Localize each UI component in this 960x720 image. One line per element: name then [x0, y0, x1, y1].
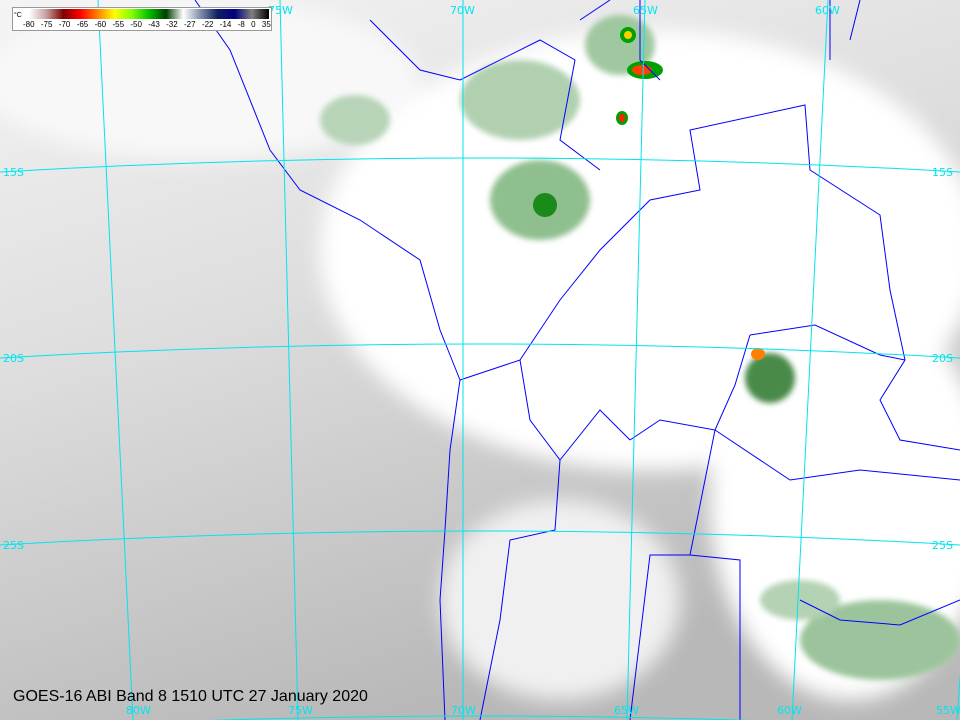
- lon-label: 70W: [451, 704, 476, 717]
- lat-label: 25S: [932, 539, 953, 552]
- lon-label: 75W: [268, 4, 293, 17]
- lon-line-60w: [791, 0, 829, 720]
- colorbar-tick-label: -43: [148, 20, 160, 29]
- lon-label: 75W: [288, 704, 313, 717]
- colorbar-tick-label: 0: [251, 20, 256, 29]
- image-caption: GOES-16 ABI Band 8 1510 UTC 27 January 2…: [13, 688, 368, 705]
- colorbar-tick-label: -70: [58, 20, 71, 29]
- lat-line-25s: [0, 530, 960, 546]
- colorbar-tick-label: -80: [23, 20, 35, 29]
- lat-label: 20S: [3, 352, 24, 365]
- cold-cloud-areas: [320, 15, 960, 680]
- lon-line-75w: [279, 0, 299, 720]
- colorbar-tick-label: -50: [130, 20, 142, 29]
- temperature-colorbar: °C -80 -75 -70 -65 -60 -55 -50 -43 -32 -27 -22 -14-…: [12, 7, 272, 31]
- lat-label: 25S: [3, 539, 24, 552]
- colorbar-ticks: -80 -75 -70 -65 -60 -55 -50 -43 -32 -27 -22 -14 -8 0 3…: [23, 20, 271, 29]
- lat-line-20s: [0, 343, 960, 359]
- colorbar-tick-label: -60: [94, 20, 107, 29]
- lat-line-30s: [207, 715, 753, 720]
- colorbar-unit: °C: [14, 12, 22, 19]
- lon-label: 60W: [815, 4, 840, 17]
- colorbar-tick-label: -14: [219, 20, 232, 29]
- grid-labels: 15S 15S 20S 20S 25S 25S 75W 70W 65W 60W …: [3, 4, 960, 717]
- lon-label: 80W: [126, 704, 151, 717]
- lat-label: 15S: [3, 166, 24, 179]
- lon-line-65w: [626, 0, 646, 720]
- colorbar-tick-label: -65: [76, 20, 89, 29]
- colorbar-ramp: [29, 9, 269, 19]
- lat-label: 20S: [932, 352, 953, 365]
- colorbar-tick-label: -8: [237, 20, 245, 29]
- colorbar-tick-label: 35: [261, 20, 271, 29]
- colorbar-tick-label: -75: [40, 20, 53, 29]
- political-borders: [194, 0, 960, 720]
- colorbar-tick-label: -32: [166, 20, 178, 29]
- lon-label: 70W: [450, 4, 475, 17]
- colorbar-tick-label: -55: [112, 20, 125, 29]
- lon-label: 60W: [777, 704, 802, 717]
- colorbar-tick-label: -22: [201, 20, 214, 29]
- lat-label: 15S: [932, 166, 953, 179]
- colorbar-tick-label: -27: [184, 20, 196, 29]
- lon-label: 65W: [614, 704, 639, 717]
- lon-label: 55W: [936, 704, 960, 717]
- lon-line-80w: [97, 0, 134, 720]
- lon-label: 65W: [633, 4, 658, 17]
